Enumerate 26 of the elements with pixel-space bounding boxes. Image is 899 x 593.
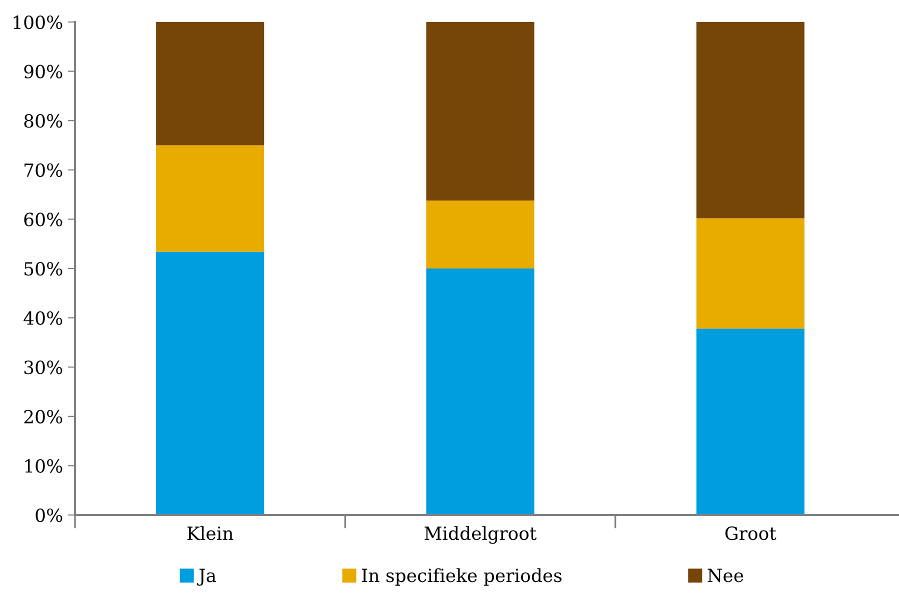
y-tick-label: 90% <box>24 64 62 78</box>
x-tick-label: Groot <box>725 526 776 540</box>
bar <box>156 145 264 252</box>
bar <box>426 200 534 268</box>
bar <box>696 218 804 329</box>
y-tick-label: 80% <box>24 114 62 128</box>
y-tick-label: 60% <box>24 212 62 226</box>
legend-label: In specifieke periodes <box>362 568 562 586</box>
x-tick-label: Klein <box>187 526 234 540</box>
legend-label: Ja <box>197 568 216 586</box>
bar <box>156 252 264 515</box>
bar <box>426 22 534 200</box>
y-tick-label: 20% <box>24 410 62 424</box>
x-tick-label: Middelgroot <box>424 526 537 544</box>
y-tick-label: 0% <box>36 508 62 522</box>
y-tick-label: 50% <box>24 262 62 276</box>
y-tick-label: 70% <box>24 163 62 178</box>
bar <box>696 22 804 218</box>
bar <box>156 22 264 146</box>
bar <box>696 328 804 515</box>
legend-label: Nee <box>708 568 744 582</box>
y-tick-label: 100% <box>14 15 62 30</box>
y-tick-label: 30% <box>24 360 62 374</box>
y-tick-label: 10% <box>25 459 62 473</box>
bar <box>426 268 534 515</box>
y-tick-label: 40% <box>24 311 62 325</box>
